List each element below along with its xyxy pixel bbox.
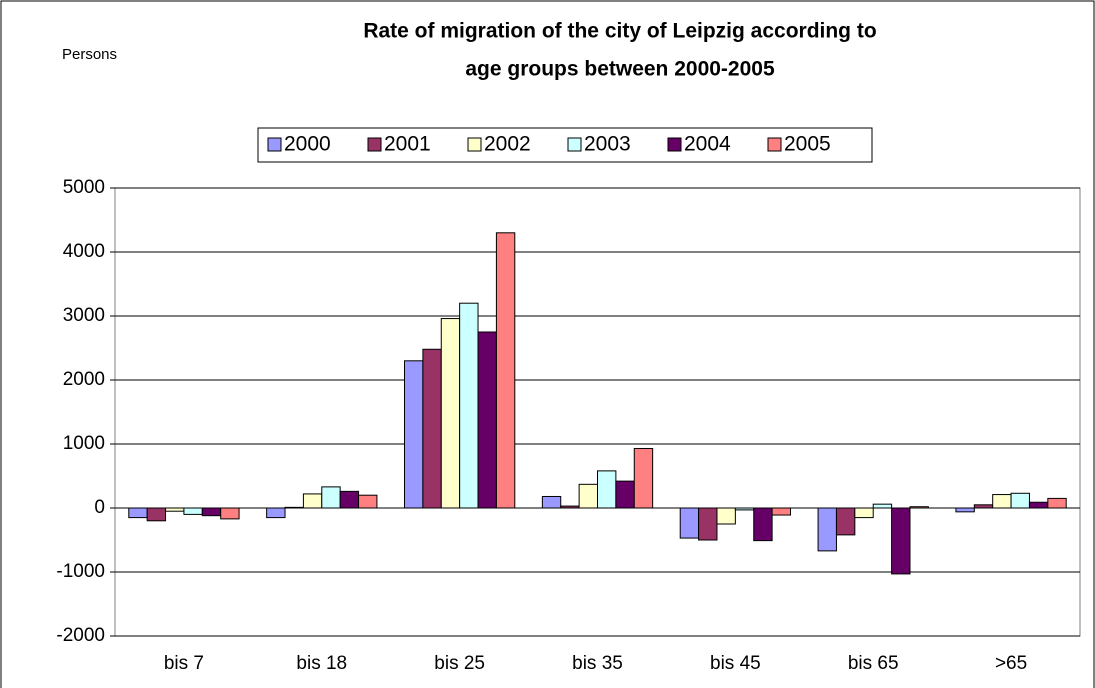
y-tick-label: 0 [94,497,105,518]
bar [753,507,773,542]
x-tick-label: bis 7 [164,653,204,674]
chart-title: age groups between 2000-2005 [465,58,775,81]
bar [321,486,341,509]
legend-swatch [667,137,682,152]
y-tick-label: 1000 [63,433,105,454]
bar [679,507,700,539]
bar [440,318,461,509]
y-axis-label: Persons [62,46,117,63]
x-tick-label: bis 35 [572,653,623,674]
bar [495,232,516,509]
y-tick-label: 3000 [63,305,105,326]
bar [615,480,635,509]
legend-swatch [367,137,382,152]
bar [220,507,240,520]
bar [716,507,736,525]
bar [422,348,442,509]
bar [854,507,874,519]
legend-swatch [767,137,782,152]
bar [1010,492,1030,509]
bar [872,503,893,509]
plot-area [114,187,1081,637]
legend-label: 2002 [484,133,531,156]
y-tick-label: -2000 [56,625,105,646]
bar [541,495,562,509]
legend-label: 2001 [384,133,431,156]
bar [266,507,286,519]
bar [146,507,167,522]
bar [992,494,1012,509]
bar [183,507,203,515]
bar [339,490,360,509]
x-tick-label: bis 65 [848,653,899,674]
x-tick-label: >65 [995,653,1027,674]
y-tick-label: 2000 [63,369,105,390]
y-tick-label: 5000 [63,177,105,198]
bar [817,507,837,552]
bar [1047,497,1067,509]
bar [128,507,148,519]
bar [955,507,975,513]
bar [578,483,598,509]
bar [302,493,323,509]
legend-swatch [267,137,282,152]
legend-label: 2004 [684,133,731,156]
bar [1028,501,1049,509]
bar [597,470,617,509]
x-tick-label: bis 18 [296,653,347,674]
legend-swatch [567,137,582,152]
chart-title: Rate of migration of the city of Leipzig… [363,20,876,43]
legend-label: 2005 [784,133,831,156]
legend-swatch [467,137,482,152]
bar [633,447,654,509]
legend-label: 2003 [584,133,631,156]
x-tick-label: bis 45 [710,653,761,674]
bar [698,507,718,541]
bar [891,507,911,575]
bar [477,331,497,509]
y-tick-label: -1000 [56,561,105,582]
bar [771,507,791,516]
bar [358,494,378,509]
bar [201,507,222,517]
legend-label: 2000 [284,133,331,156]
y-tick-label: 4000 [63,241,105,262]
bar [404,360,424,509]
bar [835,507,856,536]
x-tick-label: bis 25 [434,653,485,674]
bar [459,302,479,509]
